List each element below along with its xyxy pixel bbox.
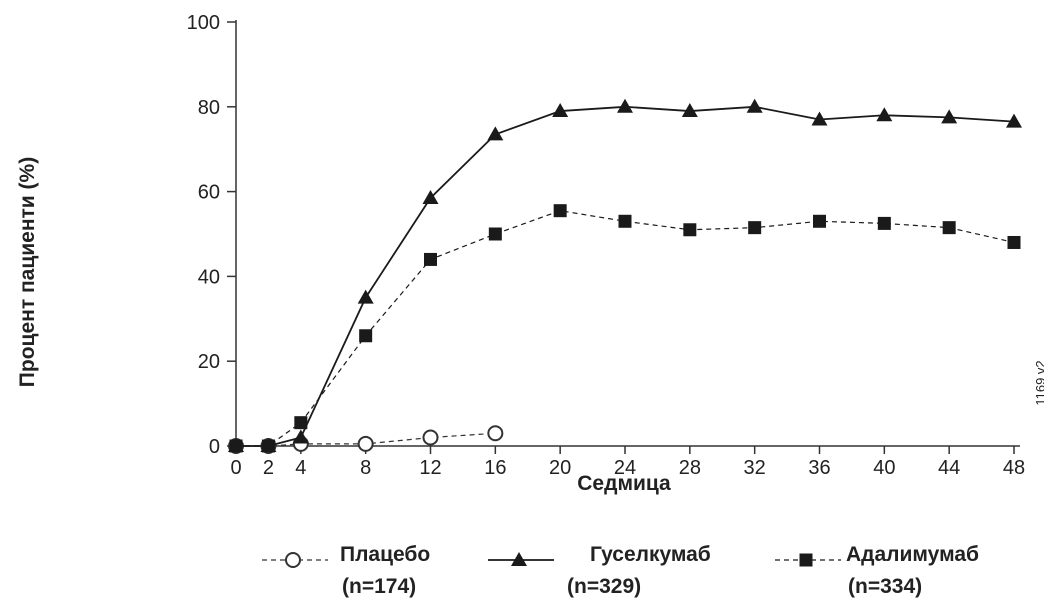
x-tick-label: 24 [614, 457, 636, 479]
x-tick-label: 4 [295, 457, 306, 479]
legend-label: Адалимумаб [846, 543, 979, 566]
data-point [748, 221, 762, 235]
data-point [681, 103, 698, 118]
data-point [357, 289, 374, 304]
data-point [1007, 235, 1021, 249]
legend: Плацебо (n=174) Гуселкумаб (n=329) Адалимума… [262, 543, 979, 598]
x-tick-label: 0 [230, 457, 241, 479]
data-point [941, 109, 958, 124]
data-point [292, 429, 309, 444]
x-tick-label: 2 [263, 457, 274, 479]
legend-item: Гуселкумаб (n=329) [488, 543, 711, 598]
data-point [553, 204, 567, 218]
x-tick-label: 48 [1003, 457, 1025, 479]
data-point [876, 107, 893, 122]
data-point [683, 223, 697, 237]
x-tick-label: 44 [938, 457, 960, 479]
data-point [359, 329, 373, 343]
series-3 [229, 204, 1021, 453]
x-tick-label: 8 [360, 457, 371, 479]
data-point [811, 111, 828, 126]
data-point [618, 214, 632, 228]
data-point [487, 126, 504, 141]
y-tick-label: 40 [198, 266, 220, 288]
axes [235, 20, 1020, 447]
x-tick-label: 12 [419, 457, 441, 479]
data-point [294, 416, 308, 430]
legend-item: Плацебо (n=174) [262, 543, 430, 598]
x-tick-label: 32 [744, 457, 766, 479]
y-tick-label: 80 [198, 97, 220, 119]
legend-n-label: (n=329) [567, 575, 641, 598]
data-point [1006, 113, 1022, 128]
x-tick-label: 16 [484, 457, 506, 479]
annotation-code: 1169 v2 [1033, 360, 1044, 405]
data-point [422, 429, 439, 446]
x-tick-label: 40 [873, 457, 895, 479]
legend-marker [511, 552, 527, 566]
legend-marker [799, 553, 813, 567]
legend-marker [285, 552, 301, 568]
y-axis-label: Процент пациенти (%) [16, 157, 39, 387]
legend-n-label: (n=334) [848, 575, 922, 598]
data-point [424, 252, 437, 266]
data-point [746, 98, 763, 113]
y-tick-label: 0 [209, 436, 220, 458]
data-point [487, 425, 504, 442]
data-point [229, 439, 243, 453]
legend-item: Адалимумаб (n=334) [775, 543, 979, 598]
data-point [942, 221, 956, 235]
legend-label: Плацебо [340, 543, 430, 566]
data-point [617, 98, 633, 113]
data-point [552, 103, 569, 118]
legend-label: Гуселкумаб [590, 543, 711, 566]
y-tick-label: 100 [187, 12, 220, 34]
data-point [357, 435, 374, 452]
x-tick-label: 36 [808, 457, 830, 479]
data-point [488, 227, 502, 241]
data-point [422, 189, 439, 204]
data-point [877, 216, 891, 230]
x-axis-label: Седмица [577, 472, 671, 495]
x-tick-label: 20 [549, 457, 571, 479]
series-2 [228, 98, 1022, 452]
y-tick-label: 20 [198, 351, 220, 373]
x-tick-label: 28 [679, 457, 701, 479]
series-line [236, 105, 1015, 447]
y-tick-label: 60 [198, 182, 220, 204]
series-line [236, 210, 1015, 447]
data-point [261, 439, 275, 453]
data-point [813, 214, 826, 228]
legend-n-label: (n=174) [342, 575, 416, 598]
